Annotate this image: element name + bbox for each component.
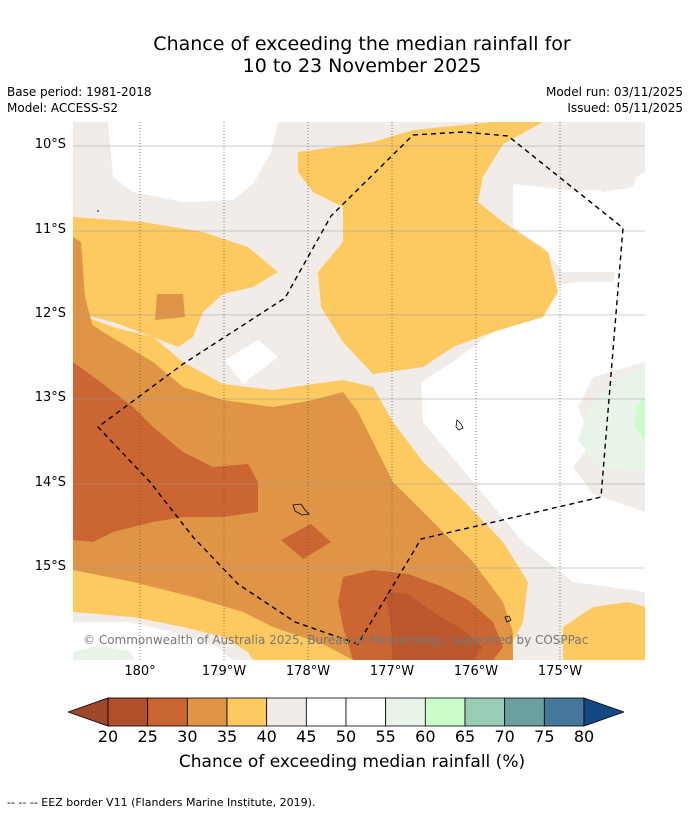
eez-footnote: -- -- -- EEZ border V11 (Flanders Marine…: [7, 796, 316, 809]
colorbar-cell-35-40: [226, 697, 268, 727]
lat-label-11s: 11°S: [34, 222, 66, 237]
colorbar-cell-45-50: [305, 697, 347, 727]
colorbar-cell-55-60: [385, 697, 426, 727]
colorbar-tick-75: 75: [534, 727, 555, 746]
colorbar-tick-80: 80: [573, 727, 595, 746]
island-northeast: [455, 419, 464, 431]
eez-border: [96, 131, 624, 645]
lon-label-176w: 176°W: [453, 664, 499, 679]
map-title-line2: 10 to 23 November 2025: [242, 55, 482, 77]
lat-label-12s: 12°S: [34, 306, 66, 321]
map-title-line1: Chance of exceeding the median rainfall …: [153, 33, 571, 55]
issued-date: Issued: 05/11/2025: [567, 101, 683, 115]
colorbar-cell-65-70: [464, 697, 506, 727]
region-55-60-east: [578, 365, 645, 472]
colorbar-tick-40: 40: [256, 727, 277, 746]
islet-west: [97, 210, 99, 212]
colorbar-tick-30: 30: [177, 727, 198, 746]
colorbar-tick-45: 45: [296, 727, 317, 746]
latitude-gridlines: [73, 145, 645, 569]
region-35-40-west: [73, 217, 278, 347]
region-20-25-south: [385, 592, 483, 660]
colorbar-cell-20-25: [107, 697, 149, 727]
region-30-35-small-box: [155, 294, 185, 320]
region-35-40-southeast: [563, 602, 645, 660]
colorbar-cell-25-30: [147, 697, 188, 727]
model-run: Model run: 03/11/2025: [545, 85, 683, 99]
colorbar-cell-60-65: [424, 697, 466, 727]
lon-label-180: 180°: [124, 664, 156, 679]
colorbar-cell-50-55: [345, 697, 387, 727]
lat-label-14s: 14°S: [34, 475, 66, 490]
region-45-55-center-small: [225, 340, 278, 384]
lon-label-179w: 179°W: [201, 664, 247, 679]
region-30-35-west-strip: [73, 237, 93, 332]
colorbar-cell-70-75: [504, 697, 545, 727]
colorbar-cell-40-45: [266, 697, 307, 727]
lon-label-177w: 177°W: [369, 664, 415, 679]
colorbar-tick-65: 65: [454, 727, 476, 746]
island-south: [504, 615, 512, 623]
base-period: Base period: 1981-2018: [7, 85, 152, 99]
lon-label-178w: 178°W: [285, 664, 331, 679]
region-45-55-small-north: [173, 127, 208, 170]
region-25-30-west: [73, 362, 258, 542]
colorbar-tick-35: 35: [216, 727, 238, 746]
region-60-65-east: [635, 397, 645, 442]
rainfall-map: [73, 122, 645, 660]
colorbar-tick-50: 50: [335, 727, 357, 746]
colorbar-cell-75-80: [543, 697, 585, 727]
colorbar-tick-25: 25: [137, 727, 158, 746]
colorbar-label: Chance of exceeding median rainfall (%): [178, 752, 526, 772]
lon-label-175w: 175°W: [537, 664, 583, 679]
colorbar-tick-55: 55: [375, 727, 396, 746]
model-name: Model: ACCESS-S2: [7, 101, 119, 115]
region-55-60-lower-band: [73, 646, 135, 660]
colorbar-arrow-high: [583, 697, 624, 727]
lat-label-15s: 15°S: [34, 559, 66, 574]
lat-label-13s: 13°S: [34, 390, 66, 405]
island-central: [292, 503, 310, 516]
region-25-30-central: [281, 524, 331, 559]
colorbar-tick-70: 70: [494, 727, 515, 746]
region-45-55-east: [421, 182, 645, 592]
colorbar-arrow-low: [68, 697, 109, 727]
copyright-text: © Commonwealth of Australia 2025, Bureau…: [83, 633, 589, 647]
region-40-45-east-tail: [543, 122, 643, 192]
colorbar: [68, 697, 624, 727]
colorbar-cell-30-35: [186, 697, 228, 727]
lat-label-10s: 10°S: [34, 137, 66, 152]
colorbar-tick-20: 20: [97, 727, 119, 746]
colorbar-tick-60: 60: [415, 727, 436, 746]
